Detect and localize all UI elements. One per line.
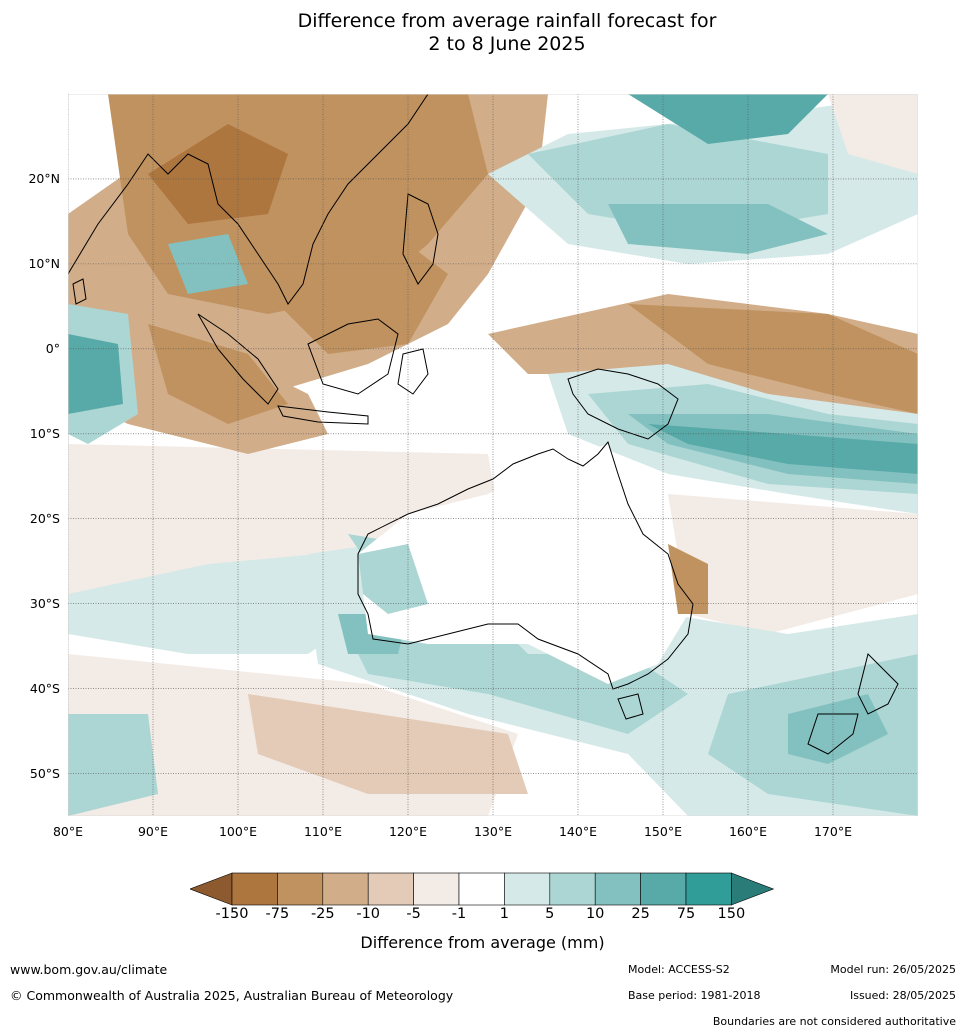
borneo-coastline <box>307 318 399 395</box>
colorbar-tick-label: -75 <box>265 906 290 922</box>
anomaly-region <box>148 124 288 224</box>
australia-coastline <box>357 440 694 690</box>
anomaly-region <box>358 544 428 614</box>
anomaly-region <box>628 304 918 414</box>
colorbar-tick-label: 150 <box>717 906 746 922</box>
latitude-tick-label: 50°S <box>29 765 60 781</box>
anomaly-region <box>668 494 918 634</box>
new-zealand-north <box>857 653 899 715</box>
colorbar-segment <box>413 872 460 906</box>
colorbar-high-extend <box>731 872 775 906</box>
graticule <box>68 94 918 816</box>
anomaly-region <box>248 694 528 794</box>
issued-date: Issued: 28/05/2025 <box>849 989 956 1002</box>
longitude-tick-label: 120°E <box>388 824 427 839</box>
title-line-1: Difference from average rainfall forecas… <box>297 10 717 32</box>
latitude-tick-label: 10°S <box>29 425 60 441</box>
sri-lanka-coastline <box>72 278 87 305</box>
longitude-tick-label: 80°E <box>52 824 84 839</box>
colorbar-segment <box>640 872 687 906</box>
colorbar-tick-label: 5 <box>545 906 555 922</box>
anomaly-region <box>828 94 918 174</box>
colorbar-tick-label: 25 <box>631 906 650 922</box>
longitude-tick-label: 110°E <box>303 824 342 839</box>
sumatra-coastline <box>197 313 279 405</box>
longitude-tick-label: 160°E <box>728 824 767 839</box>
anomaly-region <box>68 714 158 816</box>
anomaly-region <box>358 444 688 684</box>
colorbar-tick-label: -25 <box>310 906 335 922</box>
sulawesi-coastline <box>397 348 429 395</box>
map-canvas <box>68 94 918 816</box>
colorbar-segment <box>322 872 369 906</box>
map-border <box>68 94 918 816</box>
latitude-tick-label: 20°S <box>29 510 60 526</box>
colorbar-segment <box>277 872 324 906</box>
java-coastline <box>277 405 369 425</box>
longitude-tick-label: 170°E <box>813 824 852 839</box>
anomaly-region <box>68 554 368 654</box>
anomaly-field <box>68 94 918 816</box>
model-name: Model: ACCESS-S2 <box>628 963 730 976</box>
colorbar-segment <box>231 872 278 906</box>
asia-coastline <box>68 94 429 305</box>
colorbar-tick-label: -5 <box>406 906 421 922</box>
colorbar-tick-label: -150 <box>215 906 249 922</box>
anomaly-region <box>628 94 828 144</box>
colorbar-tick-label: 75 <box>676 906 696 922</box>
colorbar-tick-label: 10 <box>585 906 605 922</box>
colorbar-low-extend <box>190 872 233 906</box>
latitude-tick-label: 10°N <box>28 255 60 271</box>
website-link[interactable]: www.bom.gov.au/climate <box>10 962 168 977</box>
copyright-text: © Commonwealth of Australia 2025, Austra… <box>10 988 454 1003</box>
title-line-2: 2 to 8 June 2025 <box>428 33 586 55</box>
longitude-tick-label: 100°E <box>218 824 257 839</box>
base-period: Base period: 1981-2018 <box>628 989 761 1002</box>
anomaly-region <box>648 424 918 474</box>
model-run-date: Model run: 26/05/2025 <box>830 963 956 976</box>
colorbar-segment <box>504 872 551 906</box>
new-guinea-coastline <box>567 368 679 440</box>
latitude-tick-label: 20°N <box>28 170 60 186</box>
rainfall-map <box>68 94 918 816</box>
latitude-tick-label: 30°S <box>29 595 60 611</box>
colorbar-tick-label: -1 <box>451 906 467 922</box>
anomaly-region <box>338 614 688 734</box>
longitude-tick-label: 130°E <box>473 824 512 839</box>
anomaly-region <box>68 334 123 414</box>
colorbar-tick-label: -10 <box>356 906 381 922</box>
colorbar-segment <box>367 872 414 906</box>
new-zealand-south <box>807 713 859 755</box>
coastlines <box>68 94 899 755</box>
colorbar-segment <box>458 872 505 906</box>
colorbar-segment <box>685 872 732 906</box>
longitude-tick-label: 150°E <box>643 824 682 839</box>
colorbar <box>190 872 775 906</box>
colorbar-tick-label: 1 <box>499 906 509 922</box>
colorbar-segment <box>549 872 596 906</box>
longitude-tick-label: 140°E <box>558 824 597 839</box>
tasmania-coastline <box>617 693 644 720</box>
longitude-tick-label: 90°E <box>137 824 169 839</box>
boundaries-disclaimer: Boundaries are not considered authoritat… <box>712 1015 956 1028</box>
chart-title: Difference from average rainfall forecas… <box>0 10 965 56</box>
latitude-tick-label: 40°S <box>29 680 60 696</box>
colorbar-segment <box>594 872 641 906</box>
colorbar-title: Difference from average (mm) <box>360 933 605 952</box>
latitude-tick-label: 0° <box>45 340 60 356</box>
anomaly-region <box>668 544 708 614</box>
